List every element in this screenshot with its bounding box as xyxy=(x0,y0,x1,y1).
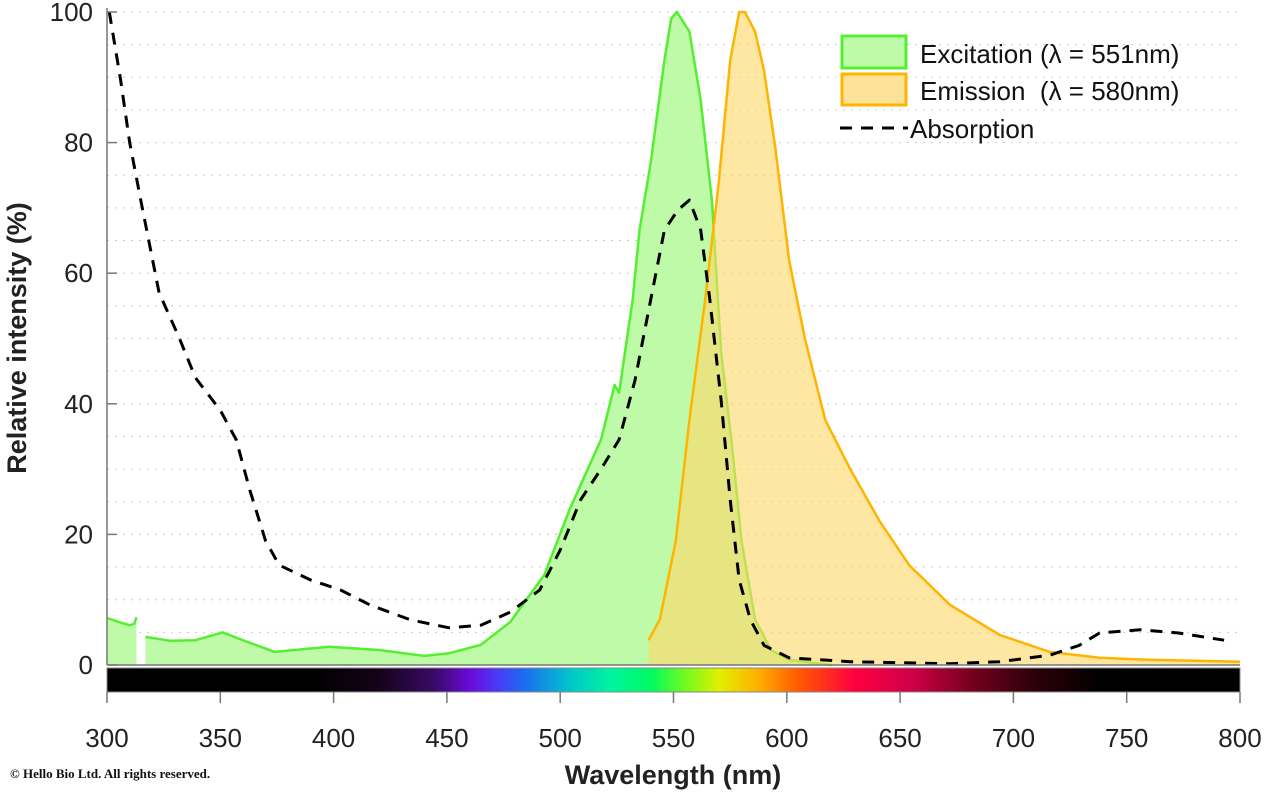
excitation-line xyxy=(106,616,138,627)
legend-label-absorption: Absorption xyxy=(910,114,1034,144)
x-tick-label: 300 xyxy=(85,723,128,753)
x-axis-title: Wavelength (nm) xyxy=(565,760,782,790)
x-tick-label: 600 xyxy=(765,723,808,753)
visible-spectrum-bar xyxy=(106,667,1241,693)
y-tick-label: 0 xyxy=(79,650,93,680)
x-tick-label: 450 xyxy=(425,723,468,753)
legend: Excitation (λ = 551nm) Emission (λ = 580… xyxy=(840,34,1179,144)
x-tick-label: 500 xyxy=(539,723,582,753)
emission-line xyxy=(647,10,1241,663)
legend-label-excitation: Excitation (λ = 551nm) xyxy=(920,39,1179,69)
excitation-area xyxy=(107,617,137,665)
x-tick-label: 650 xyxy=(878,723,921,753)
y-tick-label: 100 xyxy=(50,0,93,27)
legend-label-emission: Emission (λ = 580nm) xyxy=(920,76,1179,106)
y-tick-label: 20 xyxy=(64,519,93,549)
y-axis-title: Relative intensity (%) xyxy=(2,202,32,474)
x-tick-label: 550 xyxy=(652,723,695,753)
emission-area xyxy=(648,12,1240,665)
x-tick-label: 700 xyxy=(992,723,1035,753)
gridlines xyxy=(107,11,1240,633)
x-tick-label: 800 xyxy=(1218,723,1261,753)
excitation-area xyxy=(145,12,833,665)
legend-swatch-excitation xyxy=(840,34,908,70)
x-tick-label: 350 xyxy=(199,723,242,753)
legend-swatch-emission xyxy=(840,72,908,107)
x-tick-label: 400 xyxy=(312,723,355,753)
y-tick-label: 40 xyxy=(64,389,93,419)
x-tick-label: 750 xyxy=(1105,723,1148,753)
y-tick-label: 60 xyxy=(64,258,93,288)
copyright-notice: © Hello Bio Ltd. All rights reserved. xyxy=(10,766,211,781)
y-tick-label: 80 xyxy=(64,128,93,158)
